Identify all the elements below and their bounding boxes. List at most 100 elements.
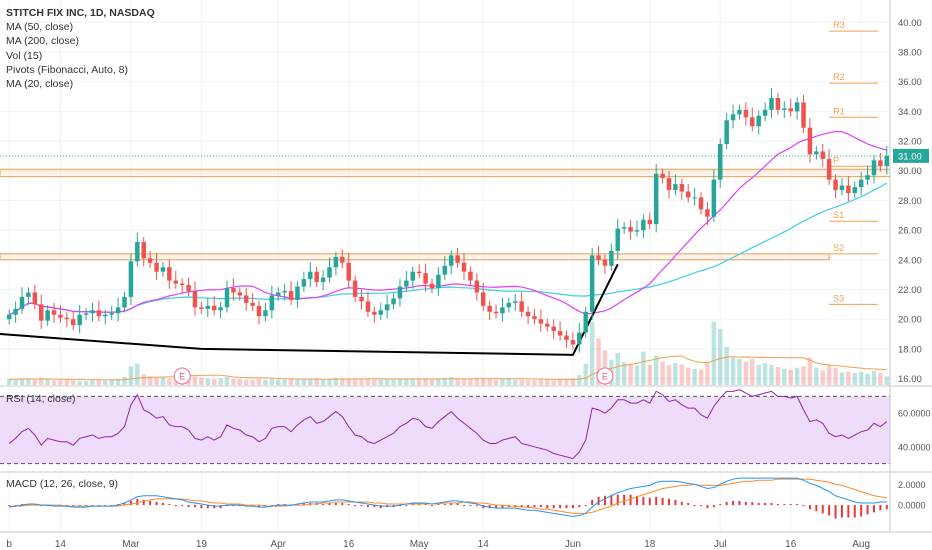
- volume-bar: [820, 370, 825, 385]
- price-tick-label: 30.00: [898, 166, 922, 177]
- candle-body: [814, 151, 819, 155]
- macd-histogram-bar: [296, 504, 299, 506]
- candle: [570, 332, 576, 350]
- legend-volume[interactable]: Vol (15): [6, 49, 43, 62]
- candle-body: [493, 311, 499, 314]
- candle: [826, 149, 832, 185]
- candle: [436, 267, 441, 297]
- candle: [167, 259, 172, 289]
- candle-body: [256, 305, 262, 317]
- symbol-title[interactable]: STITCH FIX INC, 1D, NASDAQ: [6, 7, 155, 19]
- macd-histogram-bar: [437, 504, 440, 506]
- candle-body: [769, 97, 774, 110]
- legend-ma200[interactable]: MA (200, close): [6, 35, 79, 48]
- candle: [263, 302, 268, 322]
- volume-bar: [128, 366, 134, 385]
- macd-histogram-bar: [578, 505, 581, 508]
- candle: [333, 251, 339, 276]
- candle: [308, 262, 313, 288]
- candle: [653, 164, 659, 233]
- macd-histogram-bar: [828, 505, 831, 516]
- macd-label[interactable]: MACD (12, 26, close, 9): [6, 478, 119, 490]
- candle: [506, 297, 512, 313]
- macd-histogram-bar: [334, 503, 337, 506]
- earnings-marker-label: E: [602, 372, 608, 382]
- volume-bar: [852, 373, 858, 385]
- candle-body: [205, 305, 211, 309]
- rsi-label[interactable]: RSI (14, close): [6, 393, 76, 405]
- candle: [429, 278, 435, 294]
- candle: [243, 288, 249, 312]
- macd-signal-line: [9, 478, 887, 514]
- legend-pivots[interactable]: Pivots (Fibonacci, Auto, 8): [6, 63, 128, 76]
- indicator-legend: STITCH FIX INC, 1D, NASDAQ MA (50, close…: [6, 6, 155, 91]
- candle-body: [583, 311, 588, 333]
- price-tick-label: 16.00: [898, 374, 922, 385]
- macd-histogram-bar: [469, 505, 472, 507]
- candle-body: [167, 267, 172, 281]
- candle-body: [199, 307, 204, 309]
- level-band-0: [0, 168, 891, 178]
- volume-bar: [269, 379, 275, 385]
- macd-histogram-bar: [872, 505, 875, 513]
- candle-body: [64, 317, 70, 320]
- macd-histogram-bar: [559, 505, 562, 509]
- macd-histogram-bar: [219, 505, 222, 509]
- macd-histogram-bar: [443, 504, 446, 506]
- candle-body: [410, 271, 416, 281]
- last-price-label: 31.00: [898, 151, 922, 162]
- earnings-marker: [173, 367, 191, 385]
- price-axis[interactable]: 40.00 38.00 36.00 34.00 32.00 30.00 28.00 26.00…: [0, 18, 931, 511]
- candle-body: [577, 332, 582, 345]
- time-label: 16: [343, 539, 355, 550]
- pane-separators: [0, 0, 932, 533]
- candle: [26, 287, 31, 306]
- candle-body: [615, 228, 620, 251]
- volume-bar: [596, 338, 601, 385]
- volume-bar: [295, 379, 300, 385]
- volume-bar: [551, 380, 556, 385]
- volume-bar: [839, 372, 845, 385]
- candle: [218, 302, 223, 319]
- candle: [513, 293, 518, 312]
- candle-body: [692, 197, 697, 199]
- macd-histogram-bar: [277, 504, 280, 506]
- macd-histogram-bar: [796, 504, 799, 506]
- candle-body: [455, 255, 460, 263]
- volume-bar: [685, 367, 691, 385]
- macd-histogram-bar: [629, 494, 632, 506]
- time-axis[interactable]: b 14 Mar 19 Apr 16 May 14 Jun 18 Jul 16 Aug: [6, 539, 870, 550]
- candle: [718, 138, 723, 188]
- candle-body: [38, 304, 44, 321]
- volume-bar: [26, 379, 31, 385]
- volume-bar: [679, 364, 685, 385]
- volume-bar: [506, 379, 512, 385]
- macd-histogram-bar: [264, 505, 267, 507]
- candle-body: [737, 109, 742, 115]
- candle: [135, 232, 140, 267]
- macd-histogram-bar: [501, 505, 504, 509]
- macd-histogram-bar: [853, 505, 856, 518]
- candle: [327, 257, 332, 283]
- price-tick-label: 32.00: [898, 137, 922, 148]
- candle-body: [718, 144, 723, 180]
- volume-bar: [756, 365, 761, 385]
- macd-histogram-bar: [53, 505, 56, 507]
- candle: [147, 250, 153, 268]
- candle-body: [135, 241, 140, 262]
- candle: [256, 300, 262, 325]
- legend-ma50[interactable]: MA (50, close): [6, 21, 74, 34]
- candle-body: [871, 160, 877, 176]
- macd-histogram-bar: [847, 505, 850, 518]
- candle: [372, 306, 377, 323]
- candle: [32, 285, 38, 310]
- volume-bar: [397, 379, 403, 385]
- time-label: Apr: [270, 539, 286, 550]
- candle-body: [820, 151, 825, 159]
- volume-bar: [378, 379, 383, 385]
- candle: [641, 214, 646, 239]
- candle-body: [359, 296, 364, 302]
- candle: [551, 319, 556, 340]
- legend-ma20[interactable]: MA (20, close): [6, 78, 74, 91]
